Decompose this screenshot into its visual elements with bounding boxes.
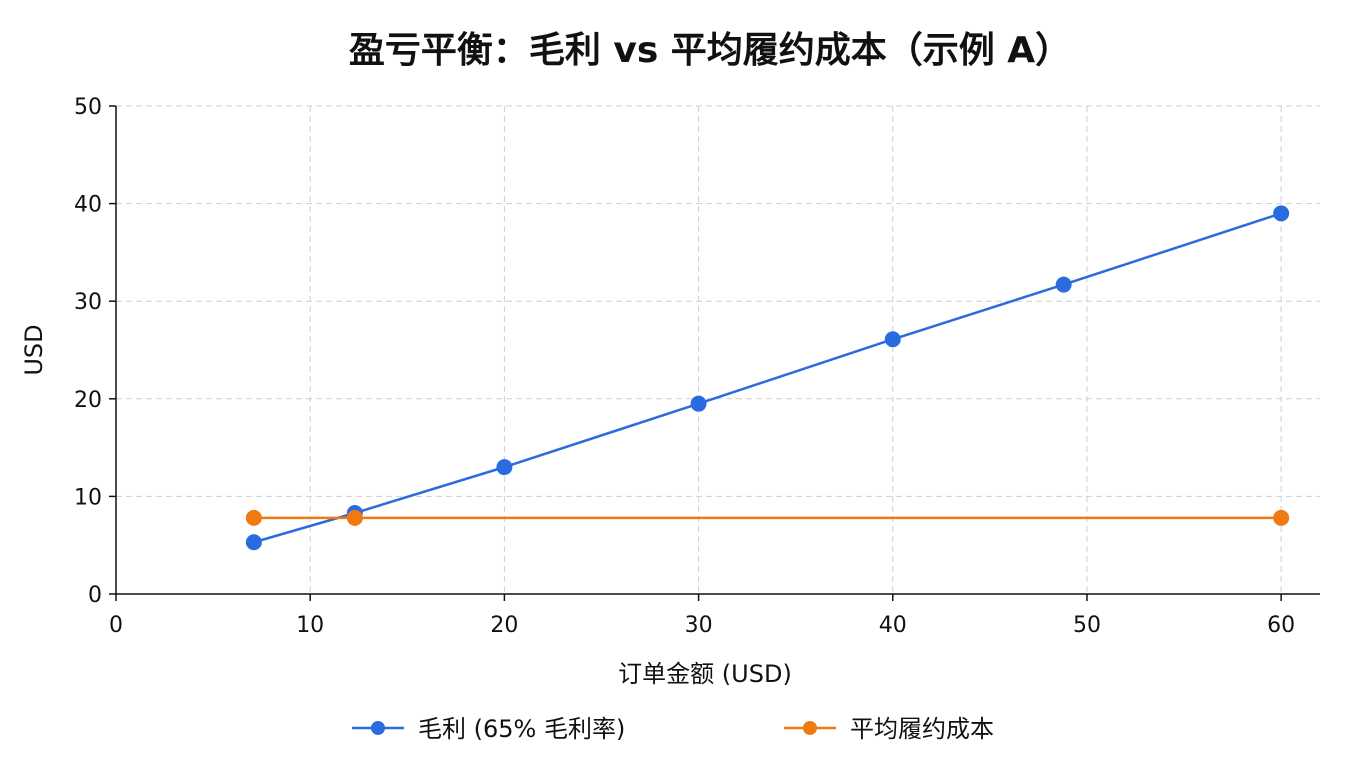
x-tick-label-50: 50: [1073, 613, 1101, 638]
y-tick-label-0: 0: [88, 583, 102, 608]
x-tick-label-10: 10: [296, 613, 324, 638]
series-1-point-2: [1273, 509, 1290, 526]
ticks-layer: 0 10 20 30 40 50 60 0 10 20 30 40 50: [74, 95, 1295, 638]
series-0-point-3: [690, 395, 707, 412]
grid-layer: [116, 105, 1320, 594]
series-layer: [245, 205, 1290, 551]
y-tick-label-10: 10: [74, 485, 102, 510]
series-0-point-2: [496, 459, 513, 476]
series-0-point-6: [1273, 205, 1290, 222]
series-1-point-1: [346, 509, 363, 526]
y-axis-label: USD: [20, 324, 48, 375]
x-tick-label-0: 0: [109, 613, 123, 638]
series-0-point-0: [245, 534, 262, 551]
x-tick-label-20: 20: [490, 613, 518, 638]
series-line-0: [253, 212, 1282, 544]
y-tick-label-20: 20: [74, 388, 102, 413]
legend: 毛利 (65% 毛利率) 平均履约成本: [352, 715, 994, 743]
x-tick-label-40: 40: [879, 613, 907, 638]
chart-title: 盈亏平衡：毛利 vs 平均履约成本（示例 A）: [349, 30, 1071, 71]
legend-label-0: 毛利 (65% 毛利率): [418, 715, 625, 743]
x-tick-label-60: 60: [1267, 613, 1295, 638]
x-axis-label: 订单金额 (USD): [618, 660, 792, 688]
legend-marker-1: [803, 721, 817, 735]
series-1-point-0: [245, 509, 262, 526]
legend-marker-0: [371, 721, 385, 735]
y-tick-label-30: 30: [74, 290, 102, 315]
x-tick-label-30: 30: [685, 613, 713, 638]
series-0-point-5: [1055, 276, 1072, 293]
legend-label-1: 平均履约成本: [850, 715, 994, 743]
y-tick-label-50: 50: [74, 95, 102, 120]
series-0-point-4: [884, 331, 901, 348]
y-tick-label-40: 40: [74, 193, 102, 218]
axes-layer: [115, 106, 1320, 595]
